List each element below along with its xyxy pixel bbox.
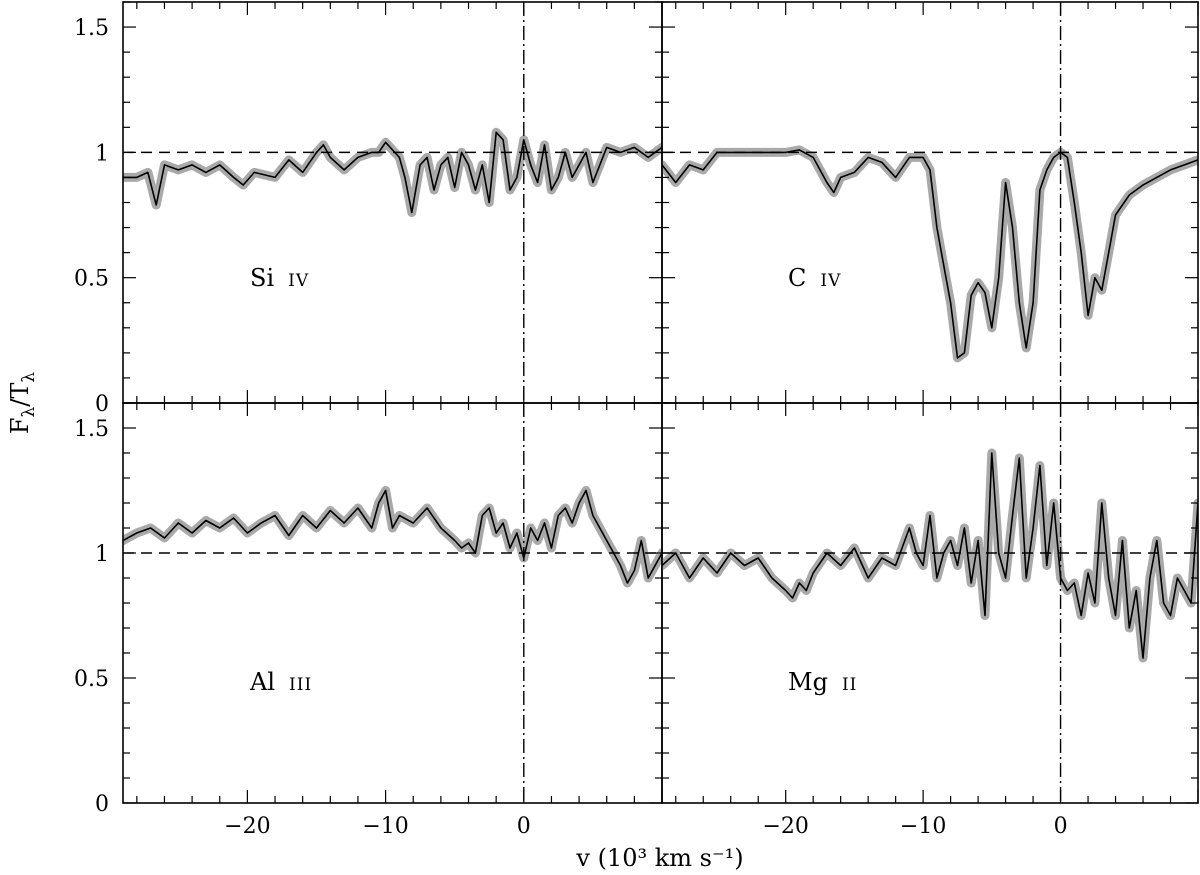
ion-label-top-right: C IV	[788, 264, 841, 292]
y-tick-label: 0	[95, 792, 109, 817]
x-tick-label: 0	[517, 814, 531, 839]
error-band-top-left	[123, 127, 662, 217]
panel-top-right	[661, 1, 1199, 404]
y-tick-label: 1.5	[74, 16, 109, 41]
error-band-bottom-right	[662, 448, 1198, 663]
x-axis-title: v (10³ km s⁻¹)	[575, 844, 743, 872]
flux-line-top-left	[123, 131, 662, 214]
flux-line-bottom-right	[662, 452, 1198, 659]
ion-label-bottom-left: Al III	[249, 668, 312, 696]
y-tick-label: 0.5	[74, 667, 109, 692]
panel-bottom-right: −20 −10 0	[661, 402, 1199, 839]
error-band-top-right	[662, 145, 1198, 363]
x-tick-label: −20	[762, 814, 808, 839]
panel-bottom-left: 0 0.5 1 1.5 −20 −10 0	[74, 402, 663, 839]
panel-frame-top-left	[122, 1, 663, 404]
y-tick-label: 1.5	[74, 417, 109, 442]
panel-top-right-data	[662, 145, 1198, 363]
y-tick-label: 1	[95, 542, 109, 567]
error-band-bottom-left	[123, 486, 662, 588]
x-tick-label: −10	[362, 814, 408, 839]
y-tick-label: 0.5	[74, 267, 109, 292]
y-tick-label: 0	[95, 392, 109, 417]
panel-bottom-left-data	[123, 486, 662, 588]
x-tick-label: 0	[1054, 814, 1068, 839]
panel-top-left-data	[123, 127, 662, 217]
x-tick-label: −20	[224, 814, 270, 839]
ion-labels-group: Si IV C IV Al III Mg II	[249, 264, 857, 696]
ion-label-bottom-right: Mg II	[788, 668, 857, 696]
x-tick-label: −10	[900, 814, 946, 839]
panel-frame-bottom-left	[122, 402, 663, 804]
y-axis-title: Fλ/Tλ	[6, 372, 39, 435]
panels-group: 00.511.500.511.5−20 −10 0 −20 −10 0	[74, 1, 1199, 839]
flux-line-top-right	[662, 149, 1198, 359]
ion-label-top-left: Si IV	[250, 264, 309, 292]
y-tick-label: 1	[95, 141, 109, 166]
panel-bottom-right-data	[662, 448, 1198, 663]
flux-line-bottom-left	[123, 489, 662, 584]
panel-top-left: 0 0.5 1 1.5	[74, 1, 663, 417]
